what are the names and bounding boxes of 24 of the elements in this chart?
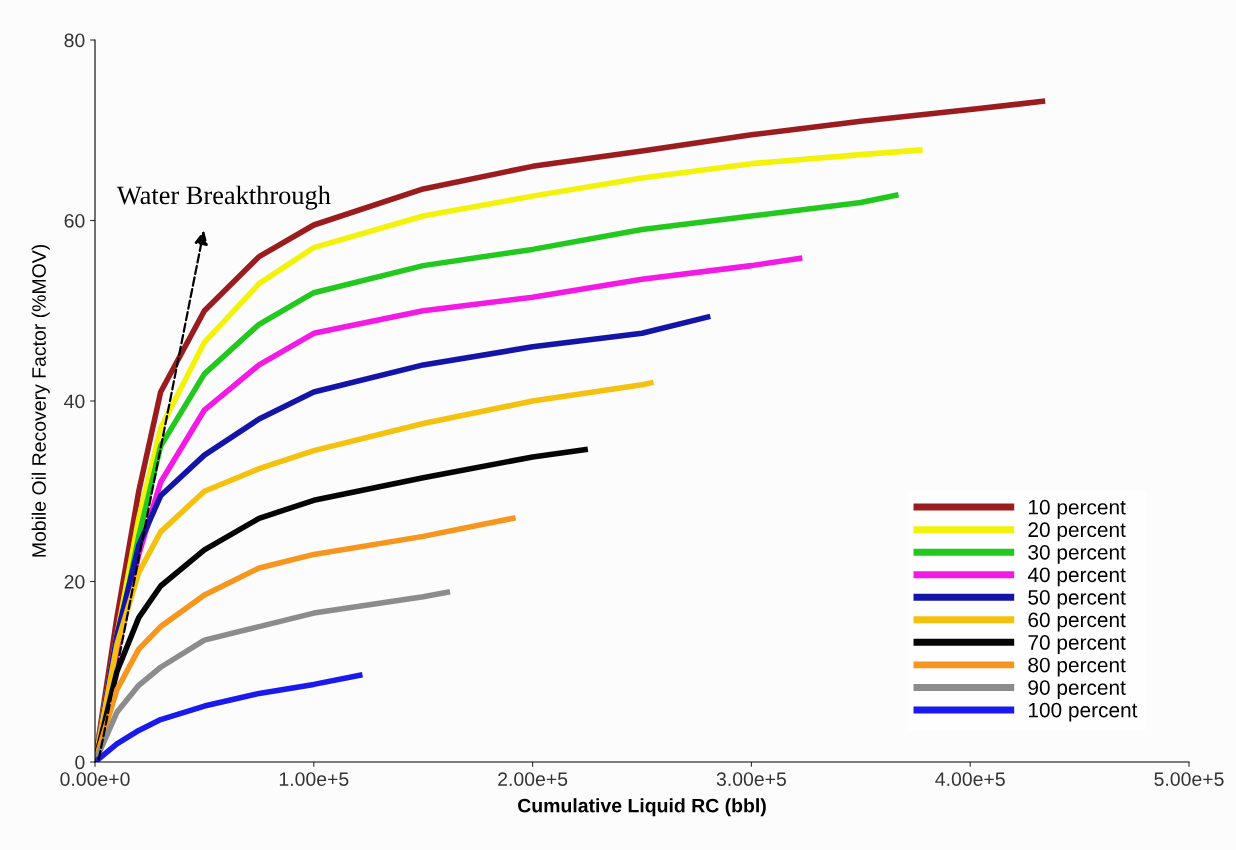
annotation: Water Breakthrough — [116, 185, 331, 210]
legend-label: 80 percent — [1028, 657, 1126, 677]
legend-label: 20 percent — [1028, 522, 1126, 542]
y-tick-label: 0 — [75, 755, 85, 770]
legend-label: 60 percent — [1028, 612, 1126, 632]
y-tick-label: 60 — [64, 213, 85, 228]
x-axis-title: Cumulative Liquid RC (bbl) — [518, 798, 766, 817]
legend-label: 10 percent — [1028, 499, 1126, 519]
legend-label: 50 percent — [1028, 589, 1126, 609]
x-tick-label: 4.00e+5 — [935, 772, 1005, 786]
y-tick-label: 20 — [64, 574, 85, 589]
x-tick-label: 5.00e+5 — [1154, 772, 1224, 786]
x-tick-label: 3.00e+5 — [716, 772, 786, 786]
y-tick-label: 80 — [64, 33, 85, 48]
x-tick-label: 1.00e+5 — [279, 772, 349, 786]
y-axis-title: Mobile Oil Recovery Factor (%MOV) — [31, 244, 50, 557]
x-tick-label: 0.00e+0 — [60, 772, 130, 786]
legend-label: 70 percent — [1028, 635, 1126, 654]
x-tick-label: 2.00e+5 — [498, 772, 568, 786]
legend-label: 90 percent — [1028, 680, 1126, 700]
legend-label: 100 percent — [1028, 702, 1138, 722]
y-tick-label: 40 — [64, 394, 85, 409]
legend-label: 30 percent — [1028, 544, 1126, 564]
legend-label: 40 percent — [1027, 567, 1126, 587]
